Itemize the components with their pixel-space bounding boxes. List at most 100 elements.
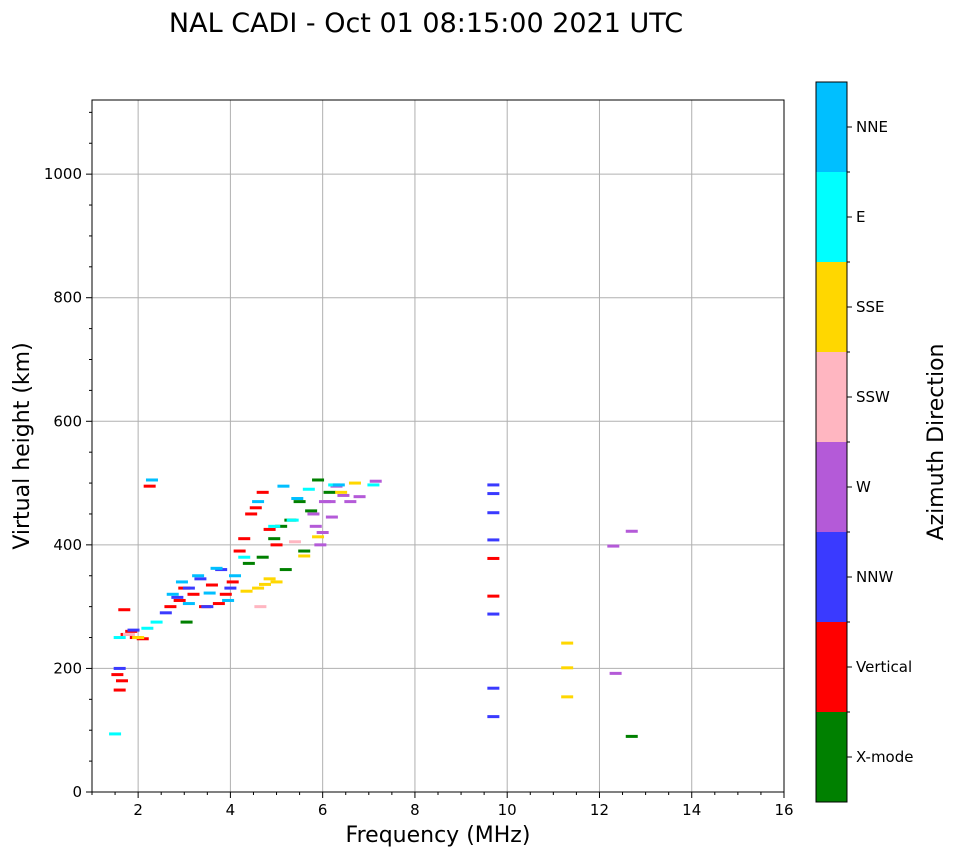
- data-point: [113, 636, 126, 640]
- data-point: [143, 484, 156, 488]
- colorbar-swatch: [816, 712, 847, 802]
- chart-title: NAL CADI - Oct 01 08:15:00 2021 UTC: [169, 8, 683, 39]
- data-point: [194, 577, 207, 581]
- x-tick-label: 2: [133, 801, 143, 819]
- plot-background: [92, 100, 784, 792]
- data-point: [164, 605, 177, 609]
- colorbar-swatch: [816, 352, 847, 442]
- colorbar-swatch: [816, 262, 847, 352]
- data-point: [113, 666, 126, 670]
- colorbar-tick-label: E: [856, 208, 865, 226]
- data-point: [298, 554, 311, 558]
- colorbar-tick-label: NNW: [856, 568, 893, 586]
- data-point: [238, 555, 251, 559]
- data-point: [323, 490, 336, 494]
- data-point: [487, 492, 500, 496]
- data-point: [187, 592, 200, 596]
- series-nne: [145, 478, 345, 606]
- colorbar-tick-label: X-mode: [856, 748, 913, 766]
- data-point: [561, 641, 574, 645]
- data-point: [275, 524, 288, 528]
- data-point: [307, 512, 320, 516]
- data-point: [609, 671, 622, 675]
- data-point: [312, 478, 325, 482]
- data-point: [201, 605, 214, 609]
- data-point: [242, 561, 255, 565]
- data-point: [249, 506, 262, 510]
- y-tick-label: 600: [53, 412, 82, 430]
- data-point: [259, 582, 271, 586]
- data-point: [173, 598, 186, 602]
- data-point: [210, 566, 223, 570]
- data-point: [487, 483, 500, 487]
- data-point: [219, 592, 232, 596]
- x-tick-label: 12: [590, 801, 609, 819]
- data-point: [224, 586, 237, 590]
- y-tick-label: 0: [72, 783, 82, 801]
- data-point: [293, 500, 306, 504]
- colorbar-label: Azimuth Direction: [924, 343, 949, 540]
- x-tick-label: 6: [318, 801, 328, 819]
- data-point: [487, 594, 500, 598]
- data-point: [111, 673, 124, 677]
- data-point: [127, 628, 140, 632]
- colorbar-swatch: [816, 532, 847, 622]
- data-point: [159, 611, 172, 615]
- data-point: [203, 591, 216, 595]
- x-tick-label: 4: [226, 801, 236, 819]
- y-axis-label: Virtual height (km): [10, 342, 35, 549]
- x-tick-label: 16: [774, 801, 793, 819]
- data-point: [270, 580, 283, 584]
- colorbar-swatch: [816, 82, 847, 172]
- data-point: [353, 495, 366, 499]
- data-point: [141, 626, 154, 630]
- colorbar-swatch: [816, 442, 847, 532]
- data-point: [212, 602, 225, 606]
- data-point: [180, 620, 193, 624]
- data-point: [222, 598, 235, 602]
- data-point: [150, 620, 163, 624]
- data-point: [233, 549, 246, 553]
- x-axis-label: Frequency (MHz): [346, 823, 531, 848]
- data-point: [344, 500, 357, 504]
- data-point: [305, 509, 318, 513]
- data-point: [171, 595, 184, 599]
- colorbar-tick-label: NNE: [856, 118, 888, 136]
- colorbar-tick-label: SSW: [856, 388, 890, 406]
- data-point: [625, 734, 638, 738]
- colorbar-swatch: [816, 622, 847, 712]
- data-point: [254, 605, 267, 609]
- data-point: [268, 537, 281, 541]
- data-point: [625, 529, 638, 533]
- colorbar-tick-label: SSE: [856, 298, 885, 316]
- data-point: [607, 544, 620, 548]
- data-point: [252, 586, 265, 590]
- data-point: [182, 602, 195, 606]
- data-point: [245, 512, 258, 516]
- data-point: [323, 500, 336, 504]
- data-point: [192, 574, 205, 578]
- data-point: [487, 715, 500, 719]
- data-point: [487, 511, 500, 515]
- colorbar: X-mode Vertical NNW W SSW SSE E NNE: [815, 81, 913, 803]
- data-point: [277, 484, 290, 488]
- data-point: [263, 527, 276, 531]
- data-point: [205, 583, 218, 587]
- data-point: [113, 688, 126, 692]
- y-tick-label: 400: [53, 536, 82, 554]
- data-point: [182, 586, 195, 590]
- data-point: [270, 543, 283, 547]
- x-tick-label: 14: [682, 801, 701, 819]
- data-point: [369, 479, 382, 483]
- data-point: [268, 524, 281, 528]
- series-nnw: [113, 483, 500, 719]
- data-point: [487, 538, 500, 542]
- data-point: [279, 568, 292, 572]
- data-point: [256, 490, 269, 494]
- data-point: [312, 535, 325, 539]
- data-point: [348, 481, 361, 485]
- data-point: [229, 574, 242, 578]
- data-point: [286, 518, 299, 522]
- x-tick-label: 10: [498, 801, 517, 819]
